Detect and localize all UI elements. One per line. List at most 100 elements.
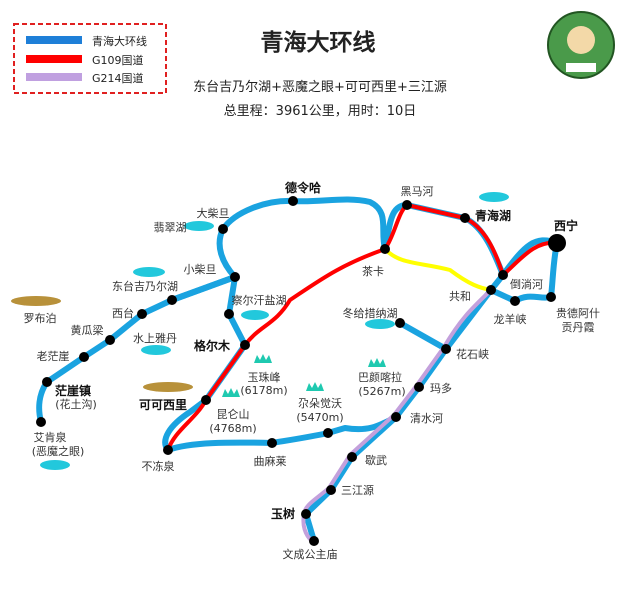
mountain-kunlun-icon xyxy=(222,388,240,397)
legend-swatch-g214 xyxy=(26,73,82,81)
logo-face xyxy=(567,26,595,54)
town-marker-huashixia xyxy=(441,344,451,354)
place-label-xitai: 西台 xyxy=(112,306,134,320)
logo-banner xyxy=(566,63,596,72)
town-marker-chaerhan xyxy=(224,309,234,319)
town-marker-xiewu xyxy=(347,452,357,462)
town-marker-aikenquan xyxy=(36,417,46,427)
place-label-huangguaLiang: 黄瓜梁 xyxy=(71,323,104,337)
lake-dongtai xyxy=(133,267,165,277)
place-label-budongquan: 不冻泉 xyxy=(142,459,175,473)
legend-label-g214: G214国道 xyxy=(92,71,144,85)
town-marker-xitai xyxy=(137,309,147,319)
place-label-qingshuihe: 清水河 xyxy=(410,412,443,425)
town-marker-daotanghe xyxy=(498,270,508,280)
legend-label-g109: G109国道 xyxy=(92,53,144,67)
lake-shuishang xyxy=(141,345,171,355)
place-label-gonghe: 共和 xyxy=(449,290,471,303)
town-marker-huangguaLiang xyxy=(105,335,115,345)
place-label-laomangya: 老茫崖 xyxy=(37,349,70,363)
page-title: 青海大环线 xyxy=(261,29,376,56)
town-marker-qumalai xyxy=(267,438,277,448)
place-label-qumalai: 曲麻莱 xyxy=(254,454,287,468)
summary: 总里程：3961公里，用时：10日 xyxy=(224,104,417,119)
legend-label-loop: 青海大环线 xyxy=(92,34,147,48)
place-label-longyangxia: 龙羊峡 xyxy=(494,312,527,326)
place-label-yuzhufeng: 玉珠峰 xyxy=(248,370,281,384)
desert-luobupo xyxy=(11,296,61,306)
place-label-huatugou: (花土沟) xyxy=(55,398,97,411)
route-connector xyxy=(383,247,493,292)
place-label-bayan_h: (5267m) xyxy=(358,385,405,398)
desert-kekexili xyxy=(143,382,193,392)
place-label-xining: 西宁 xyxy=(554,218,578,233)
place-label-xiaochaidan: 小柴旦 xyxy=(184,262,217,276)
place-label-donggei: 冬给措纳湖 xyxy=(343,306,398,320)
town-marker-dongtai xyxy=(167,295,177,305)
town-marker-kekexili xyxy=(201,395,211,405)
place-label-dachaidan: 大柴旦 xyxy=(197,206,230,220)
place-label-duoduo: 尕朵觉沃 xyxy=(298,397,342,410)
lake-emozhiyan xyxy=(40,460,70,470)
town-marker-geermu xyxy=(240,340,250,350)
place-label-luobupo: 罗布泊 xyxy=(24,312,57,325)
town-marker-qinghaihu xyxy=(460,213,470,223)
town-marker-wencheng xyxy=(309,536,319,546)
place-label-delingha: 德令哈 xyxy=(285,180,321,195)
place-label-daotanghe: 倒淌河 xyxy=(510,278,543,291)
place-label-bayan: 巴颜喀拉 xyxy=(358,370,402,384)
town-marker-maduo xyxy=(414,382,424,392)
place-label-shuishang: 水上雅丹 xyxy=(133,331,177,345)
place-label-heimahe: 黑马河 xyxy=(401,185,434,198)
town-marker-laomangya xyxy=(79,352,89,362)
place-label-aikenquan: 艾肯泉 xyxy=(34,430,67,444)
legend-border xyxy=(13,23,167,94)
logo xyxy=(547,11,615,79)
legend: 青海大环线 G109国道 G214国道 xyxy=(13,23,167,94)
town-marker-duoduo xyxy=(323,428,333,438)
place-label-dongtai: 东台吉乃尔湖 xyxy=(112,279,178,293)
place-label-emozhiyan: (恶魔之眼) xyxy=(32,444,85,458)
town-marker-xiaochaidan xyxy=(230,272,240,282)
subtitle: 东台吉乃尔湖+恶魔之眼+可可西里+三江源 xyxy=(193,80,447,95)
lake-donggei xyxy=(365,319,395,329)
terrain xyxy=(11,192,509,470)
legend-swatch-loop xyxy=(26,36,82,44)
place-label-guide2: 贡丹霞 xyxy=(562,321,595,334)
lake-feicuihu xyxy=(184,221,214,231)
route-loop xyxy=(36,196,560,544)
place-label-mangyazhen: 茫崖镇 xyxy=(55,383,91,398)
route-g214 xyxy=(301,288,493,543)
town-marker-chaka xyxy=(380,244,390,254)
town-marker-delingha xyxy=(288,196,298,206)
town-marker-donggei xyxy=(395,318,405,328)
town-marker-sanjiangyuan xyxy=(326,485,336,495)
place-label-wencheng: 文成公主庙 xyxy=(283,547,338,561)
place-label-huashixia: 花石峡 xyxy=(456,347,489,361)
mountain-duoduo-icon xyxy=(306,382,324,391)
place-label-sanjiangyuan: 三江源 xyxy=(341,483,374,497)
town-marker-longyangxia xyxy=(510,296,520,306)
place-label-geermu: 格尔木 xyxy=(194,338,231,353)
town-marker-gonghe xyxy=(486,285,496,295)
legend-swatch-g109 xyxy=(26,55,82,63)
lake-qinghaihu xyxy=(479,192,509,202)
town-marker-mangyazhen xyxy=(42,377,52,387)
place-label-xiewu: 歇武 xyxy=(365,454,387,467)
town-marker-dachaidan xyxy=(218,224,228,234)
place-label-chaerhan: 察尔汗盐湖 xyxy=(232,293,287,307)
place-label-guide: 贵德阿什 xyxy=(556,306,600,320)
place-label-duoduo_h: (5470m) xyxy=(296,411,343,424)
place-label-chaka: 茶卡 xyxy=(362,265,384,278)
mountain-yuzhufeng-icon xyxy=(254,354,272,363)
town-marker-xining xyxy=(548,234,566,252)
town-marker-heimahe xyxy=(402,200,412,210)
place-label-kunlunshan: 昆仑山 xyxy=(217,407,250,421)
town-marker-qingshuihe xyxy=(391,412,401,422)
place-label-kunlunshan_h: (4768m) xyxy=(209,422,256,435)
town-marker-yushu xyxy=(301,509,311,519)
place-label-kekexili: 可可西里 xyxy=(139,397,187,412)
